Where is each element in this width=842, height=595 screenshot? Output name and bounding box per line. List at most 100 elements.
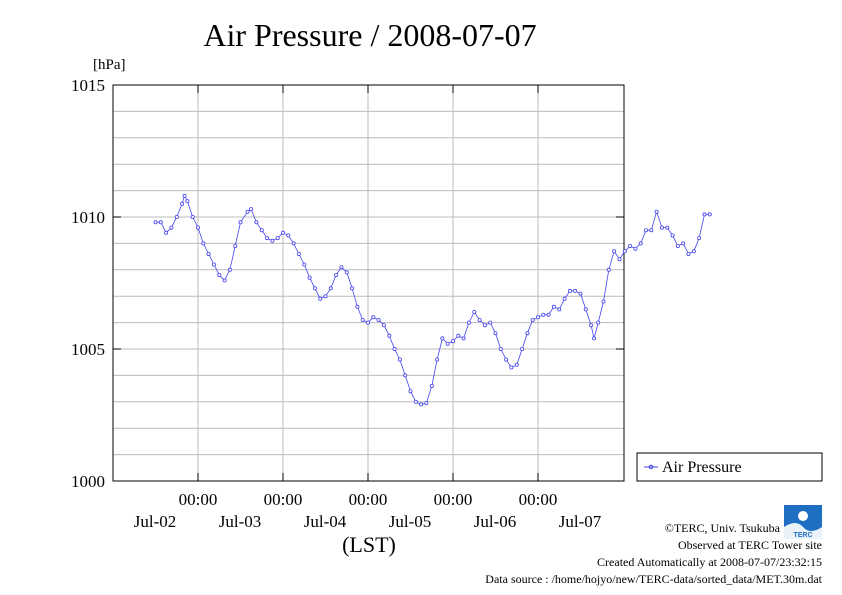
data-point [482, 323, 487, 328]
data-point [551, 304, 556, 309]
data-point [612, 249, 617, 254]
data-point [628, 243, 633, 248]
data-point [536, 315, 541, 320]
data-point [164, 230, 169, 235]
data-point [381, 323, 386, 328]
x-axis-label: (LST) [342, 532, 396, 557]
x-date-label: Jul-05 [389, 512, 432, 531]
data-point [344, 270, 349, 275]
data-point [259, 228, 264, 233]
data-point [307, 275, 312, 280]
data-point [286, 233, 291, 238]
data-point [617, 257, 622, 262]
data-point [686, 251, 691, 256]
data-point [562, 296, 567, 301]
data-point [702, 212, 707, 217]
data-point [596, 320, 601, 325]
data-point [371, 315, 376, 320]
x-date-label: Jul-03 [219, 512, 262, 531]
data-point [472, 309, 477, 314]
x-date-label: Jul-02 [134, 512, 177, 531]
data-point [466, 320, 471, 325]
legend-label: Air Pressure [662, 459, 742, 476]
data-point [557, 307, 562, 312]
data-point [697, 236, 702, 241]
data-point [291, 241, 296, 246]
x-tick-label: 00:00 [519, 490, 558, 509]
series-line [155, 194, 710, 405]
data-point [249, 207, 254, 212]
credit-created: Created Automatically at 2008-07-07/23:3… [597, 555, 822, 569]
data-point [622, 249, 627, 254]
data-point [265, 236, 270, 241]
data-point [158, 220, 163, 225]
data-point [456, 333, 461, 338]
data-point [245, 209, 250, 214]
data-point [583, 307, 588, 312]
credit-observed: Observed at TERC Tower site [677, 538, 822, 552]
data-point [217, 273, 222, 278]
data-point [435, 357, 440, 362]
y-tick-label: 1000 [71, 472, 105, 491]
data-point [233, 243, 238, 248]
data-point [318, 296, 323, 301]
data-point [546, 312, 551, 317]
data-point [339, 265, 344, 270]
data-point [461, 336, 466, 341]
data-point [376, 317, 381, 322]
data-point [665, 225, 670, 230]
data-point [408, 389, 413, 394]
x-tick-label: 00:00 [434, 490, 473, 509]
data-point [589, 323, 594, 328]
data-point [477, 317, 482, 322]
x-date-label: Jul-04 [304, 512, 347, 531]
data-point [270, 238, 275, 243]
data-point [654, 209, 659, 214]
data-point [296, 251, 301, 256]
legend-marker [648, 464, 654, 470]
legend: Air Pressure [636, 452, 823, 482]
data-point [365, 320, 370, 325]
data-point [488, 320, 493, 325]
data-point [450, 339, 455, 344]
data-point [440, 336, 445, 341]
data-point [180, 201, 185, 206]
terc-logo-text: TERC [793, 532, 812, 539]
data-point [153, 220, 158, 225]
data-point [498, 346, 503, 351]
data-point [541, 312, 546, 317]
data-point [403, 373, 408, 378]
x-date-label: Jul-07 [559, 512, 602, 531]
data-point [169, 225, 174, 230]
data-point [649, 228, 654, 233]
data-point [601, 299, 606, 304]
data-point [530, 317, 535, 322]
data-point [606, 267, 611, 272]
data-point [660, 225, 665, 230]
data-point [206, 251, 211, 256]
data-point [493, 331, 498, 336]
data-point [638, 241, 643, 246]
data-point [195, 225, 200, 230]
data-point [509, 365, 514, 370]
data-point [328, 286, 333, 291]
series-air-pressure [153, 193, 712, 407]
data-point [392, 346, 397, 351]
y-tick-label: 1015 [71, 76, 105, 95]
credit-source: Data source : /home/hojyo/new/TERC-data/… [485, 572, 822, 586]
x-tick-label: 00:00 [349, 490, 388, 509]
data-point [174, 214, 179, 219]
chart-title: Air Pressure / 2008-07-07 [203, 17, 536, 53]
data-point [182, 193, 187, 198]
y-unit-label: [hPa] [93, 57, 126, 73]
data-point [670, 233, 675, 238]
legend-box [636, 452, 823, 482]
data-point [238, 220, 243, 225]
data-point [275, 236, 280, 241]
grid-lines [113, 85, 624, 481]
data-point [707, 212, 712, 217]
data-point [387, 333, 392, 338]
data-point [323, 294, 328, 299]
